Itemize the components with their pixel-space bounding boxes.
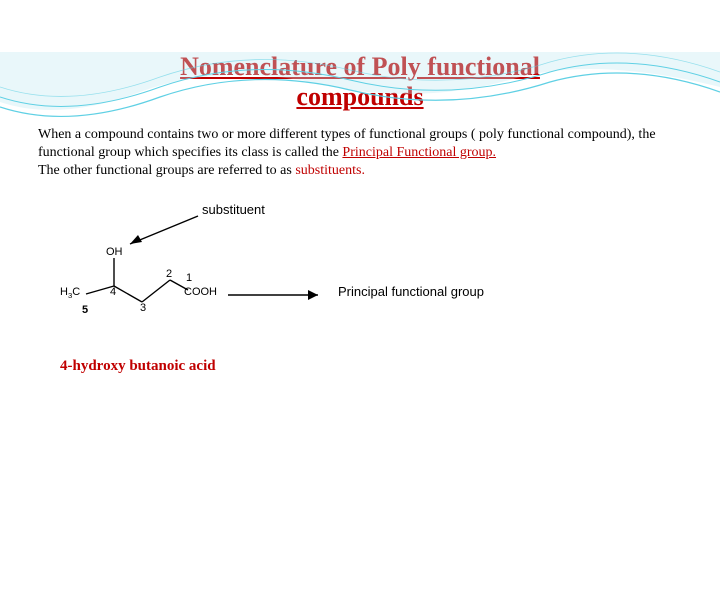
substituents-term: substituents.	[295, 163, 365, 178]
principal-fg-term: Principal Functional group.	[342, 145, 496, 160]
arrow-principal	[228, 288, 328, 302]
molecule-diagram: substituent OH H3C COOH 5 4 3 2 1 Princi…	[60, 202, 500, 352]
substituent-label: substituent	[202, 202, 265, 217]
h3c-h: H	[60, 286, 68, 298]
body-paragraph: When a compound contains two or more dif…	[38, 126, 682, 181]
skeletal-bonds	[78, 258, 198, 314]
title-line2: compounds	[296, 82, 423, 111]
arrow-substituent	[120, 210, 205, 252]
oh-label: OH	[106, 246, 123, 258]
title-line1: Nomenclature of Poly functional	[180, 52, 540, 81]
compound-name: 4-hydroxy butanoic acid	[60, 358, 720, 375]
principal-label: Principal functional group	[338, 284, 484, 299]
page-title: Nomenclature of Poly functional compound…	[0, 52, 720, 112]
para-t2: The other functional groups are referred…	[38, 163, 295, 178]
